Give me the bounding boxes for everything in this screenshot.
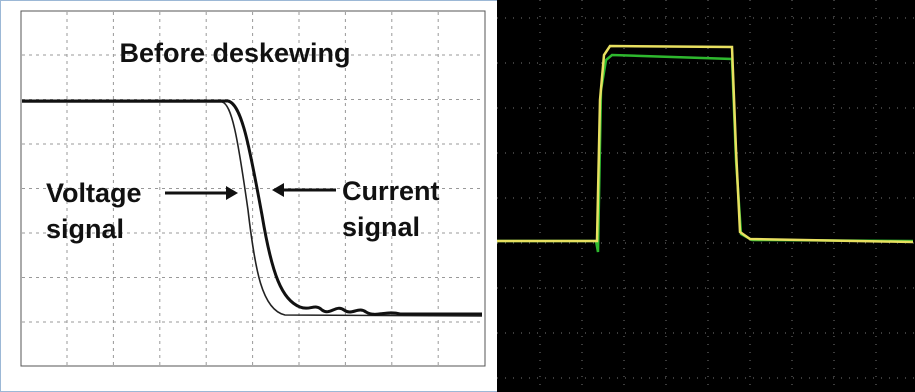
voltage-label: Voltage: [46, 178, 142, 208]
voltage-label: signal: [46, 214, 124, 244]
current-label: signal: [342, 212, 420, 242]
title: Before deskewing: [119, 38, 350, 68]
current-label: Current: [342, 176, 440, 206]
figure: Before deskewing Voltage signal Current …: [0, 0, 915, 392]
